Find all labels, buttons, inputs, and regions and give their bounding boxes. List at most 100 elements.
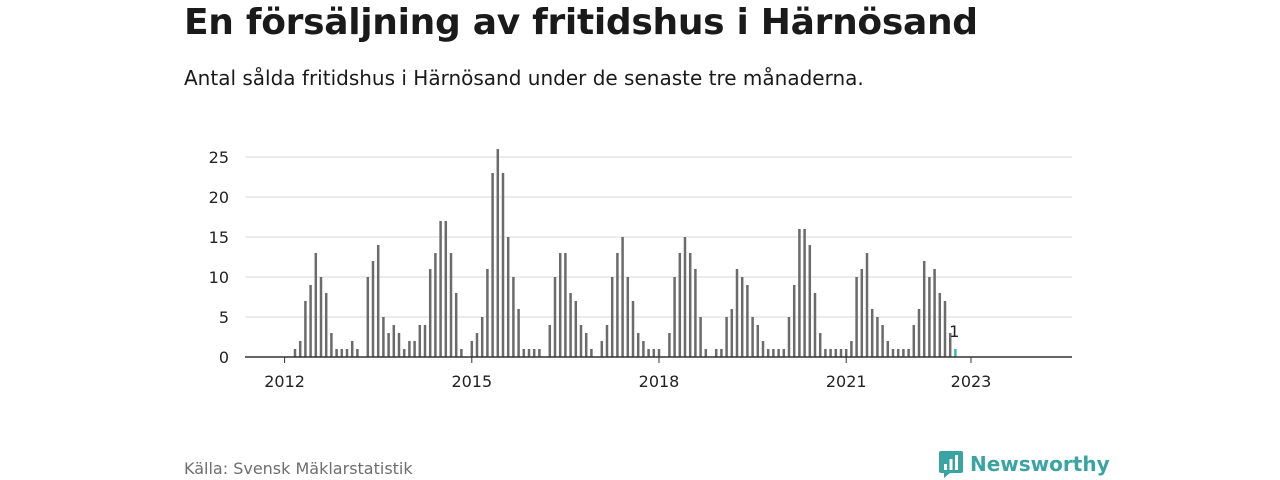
bar [917,309,921,357]
bar [600,341,604,357]
bar [839,349,843,357]
bar [876,317,879,357]
bar [330,333,333,357]
bar [761,341,765,357]
bar [402,349,406,357]
bar [860,269,864,357]
bar [922,261,926,357]
bar [902,349,905,357]
bar [350,341,354,357]
bar [657,349,661,357]
source-note: Källa: Svensk Mäklarstatistik [184,459,413,478]
bar [886,341,890,357]
bar-highlight [954,349,957,357]
bar [439,221,442,357]
bar [652,349,656,357]
y-axis-ticks: 0 5 10 15 20 25 [209,148,229,367]
bar [298,341,302,357]
bar [387,333,390,357]
bar [673,277,676,357]
bar [428,269,432,357]
bar [340,349,344,357]
bar [491,173,494,357]
bar [766,349,770,357]
bar [798,229,801,357]
bar [408,341,411,357]
bar [720,349,723,357]
bar [631,301,635,357]
bar [506,237,510,357]
bar [309,285,312,357]
bar [527,349,531,357]
bar [865,253,869,357]
bar [314,253,318,357]
bar [324,293,328,357]
bar [376,245,380,357]
bar [480,317,484,357]
bar [356,349,359,357]
bar [683,237,687,357]
bars [293,149,957,357]
bar [813,293,817,357]
bar [470,341,474,357]
highlight-value-label: 1 [949,322,959,341]
bar [938,293,942,357]
bar [605,325,609,357]
bar [610,277,614,357]
bar [735,269,739,357]
x-tick-label: 2012 [264,372,305,391]
bar [855,277,858,357]
bar [304,301,307,357]
bar [740,277,744,357]
y-tick-label: 20 [209,188,229,207]
bar [881,325,884,357]
bar [792,285,796,357]
bar [668,333,671,357]
bar [548,325,552,357]
bar [319,277,323,357]
bar [787,317,791,357]
bar [725,317,728,357]
bar [486,269,489,357]
bar [553,277,557,357]
bar [928,277,931,357]
bar [818,333,822,357]
bar [532,349,536,357]
bar [704,349,708,357]
bar [912,325,916,357]
bar [413,341,416,357]
bar [418,325,422,357]
bar [756,325,760,357]
bar [782,349,786,357]
brand-name: Newsworthy [970,452,1110,476]
bar [844,349,848,357]
bar [475,333,479,357]
bar [584,333,588,357]
bar [626,277,630,357]
bar [907,349,910,357]
bar [933,269,936,357]
bar [808,245,812,357]
bar [496,149,500,357]
bar [522,349,526,357]
bar [870,309,874,357]
bar [366,277,370,357]
bar [777,349,780,357]
bar [392,325,396,357]
annotations: 1 [949,322,959,341]
bar [574,301,578,357]
bar [714,349,718,357]
bar [434,253,437,357]
bar [730,309,734,357]
y-tick-label: 0 [219,348,229,367]
bar [558,253,562,357]
bar [616,253,619,357]
x-tick-label: 2021 [826,372,867,391]
bar [647,349,650,357]
bar [746,285,749,357]
bar [569,293,572,357]
bar [454,293,458,357]
y-tick-label: 15 [209,228,229,247]
bar [579,325,583,357]
bar [335,349,338,357]
